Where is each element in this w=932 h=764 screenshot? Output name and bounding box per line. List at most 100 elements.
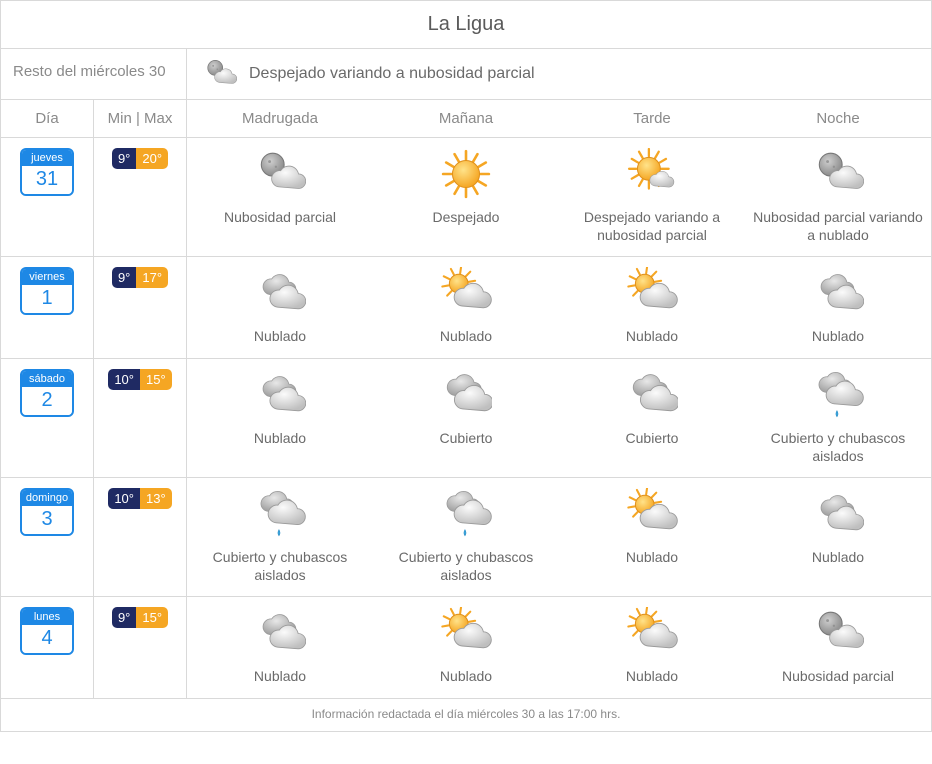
period-cell: Cubierto y chubascos aislados (187, 478, 373, 596)
period-label: Nubosidad parcial (224, 208, 336, 226)
weather-icon (626, 488, 678, 540)
period-label: Cubierto y chubascos aislados (195, 548, 365, 584)
header-dia: Día (1, 100, 94, 137)
period-label: Nublado (626, 327, 678, 345)
date-chip: lunes4 (20, 607, 74, 655)
weather-icon (626, 267, 678, 319)
minmax-cell: 10°13° (94, 478, 187, 596)
period-cell: Nublado (745, 478, 931, 596)
date-chip: viernes1 (20, 267, 74, 315)
temp-max: 15° (140, 369, 172, 390)
period-label: Nublado (254, 429, 306, 447)
period-cell: Nubosidad parcial variando a nublado (745, 138, 931, 256)
period-label: Nublado (812, 548, 864, 566)
period-label: Nublado (440, 327, 492, 345)
period-label: Cubierto (440, 429, 493, 447)
forecast-body: jueves319°20°Nubosidad parcialDespejadoD… (1, 138, 931, 698)
date-dow: sábado (22, 371, 72, 387)
period-cell: Cubierto (373, 359, 559, 477)
period-label: Nubosidad parcial (782, 667, 894, 685)
day-cell: domingo3 (1, 478, 94, 596)
date-chip: domingo3 (20, 488, 74, 536)
day-cell: jueves31 (1, 138, 94, 256)
current-summary: Despejado variando a nubosidad parcial (187, 49, 931, 99)
weather-icon (440, 148, 492, 200)
period-cell: Nublado (559, 478, 745, 596)
temp-min: 10° (108, 488, 140, 509)
weather-icon (626, 369, 678, 421)
weather-icon (254, 267, 306, 319)
header-madrugada: Madrugada (187, 100, 373, 137)
weather-icon (812, 267, 864, 319)
forecast-row: sábado210°15°NubladoCubiertoCubiertoCubi… (1, 359, 931, 478)
minmax-badge: 10°13° (108, 488, 171, 509)
forecast-row: viernes1 9°17° Nublado Nublado Nublado Nublad… (1, 257, 931, 358)
current-conditions-row: Resto del miércoles 30 Despejado variand… (1, 49, 931, 100)
date-dow: domingo (22, 490, 72, 506)
minmax-cell: 9°20° (94, 138, 187, 256)
header-manana: Mañana (373, 100, 559, 137)
current-summary-text: Despejado variando a nubosidad parcial (249, 65, 535, 83)
period-cell: Nublado (559, 597, 745, 697)
period-cell: Despejado (373, 138, 559, 256)
temp-min: 9° (112, 607, 136, 628)
current-day-label: Resto del miércoles 30 (1, 49, 187, 99)
weather-icon (440, 607, 492, 659)
weather-icon (626, 607, 678, 659)
header-minmax: Min | Max (94, 100, 187, 137)
period-label: Cubierto y chubascos aislados (381, 548, 551, 584)
date-dow: jueves (22, 150, 72, 166)
date-dow: lunes (22, 609, 72, 625)
minmax-badge: 9°17° (112, 267, 168, 288)
date-chip: jueves31 (20, 148, 74, 196)
period-cell: Nublado (745, 257, 931, 357)
period-cell: Despejado variando a nubosidad parcial (559, 138, 745, 256)
temp-min: 10° (108, 369, 140, 390)
current-weather-icon (203, 57, 237, 91)
period-label: Despejado (433, 208, 500, 226)
location-title: La Ligua (1, 0, 931, 49)
minmax-badge: 9°20° (112, 148, 168, 169)
weather-icon (812, 488, 864, 540)
temp-min: 9° (112, 267, 136, 288)
period-label: Nublado (254, 327, 306, 345)
minmax-badge: 9°15° (112, 607, 168, 628)
forecast-row: jueves31 9°20° Nubosidad parcial Despejado D… (1, 138, 931, 257)
forecast-row: domingo3 10°13° Cubierto y chubascos aisla… (1, 478, 931, 597)
temp-max: 17° (136, 267, 168, 288)
weather-icon (254, 488, 306, 540)
temp-max: 13° (140, 488, 172, 509)
minmax-cell: 10°15° (94, 359, 187, 477)
period-cell: Nublado (373, 597, 559, 697)
period-label: Nublado (626, 667, 678, 685)
day-cell: viernes1 (1, 257, 94, 357)
period-cell: Nublado (187, 359, 373, 477)
minmax-badge: 10°15° (108, 369, 171, 390)
day-cell: sábado2 (1, 359, 94, 477)
period-cell: Nublado (187, 257, 373, 357)
weather-icon (254, 607, 306, 659)
temp-max: 15° (136, 607, 168, 628)
period-label: Nublado (440, 667, 492, 685)
period-label: Despejado variando a nubosidad parcial (567, 208, 737, 244)
period-label: Nublado (812, 327, 864, 345)
weather-icon (254, 369, 306, 421)
column-headers: Día Min | Max Madrugada Mañana Tarde Noc… (1, 100, 931, 138)
period-label: Nubosidad parcial variando a nublado (753, 208, 923, 244)
weather-icon (440, 267, 492, 319)
temp-min: 9° (112, 148, 136, 169)
forecast-row: lunes49°15°NubladoNubladoNubladoNubosida… (1, 597, 931, 697)
date-number: 4 (22, 625, 72, 653)
temp-max: 20° (136, 148, 168, 169)
date-number: 1 (22, 285, 72, 313)
period-cell: Nubosidad parcial (745, 597, 931, 697)
minmax-cell: 9°15° (94, 597, 187, 697)
period-cell: Nublado (559, 257, 745, 357)
date-number: 3 (22, 506, 72, 534)
header-tarde: Tarde (559, 100, 745, 137)
period-cell: Cubierto y chubascos aislados (373, 478, 559, 596)
header-noche: Noche (745, 100, 931, 137)
period-cell: Nublado (373, 257, 559, 357)
weather-icon (812, 148, 864, 200)
footer-note: Información redactada el día miércoles 3… (1, 698, 931, 731)
